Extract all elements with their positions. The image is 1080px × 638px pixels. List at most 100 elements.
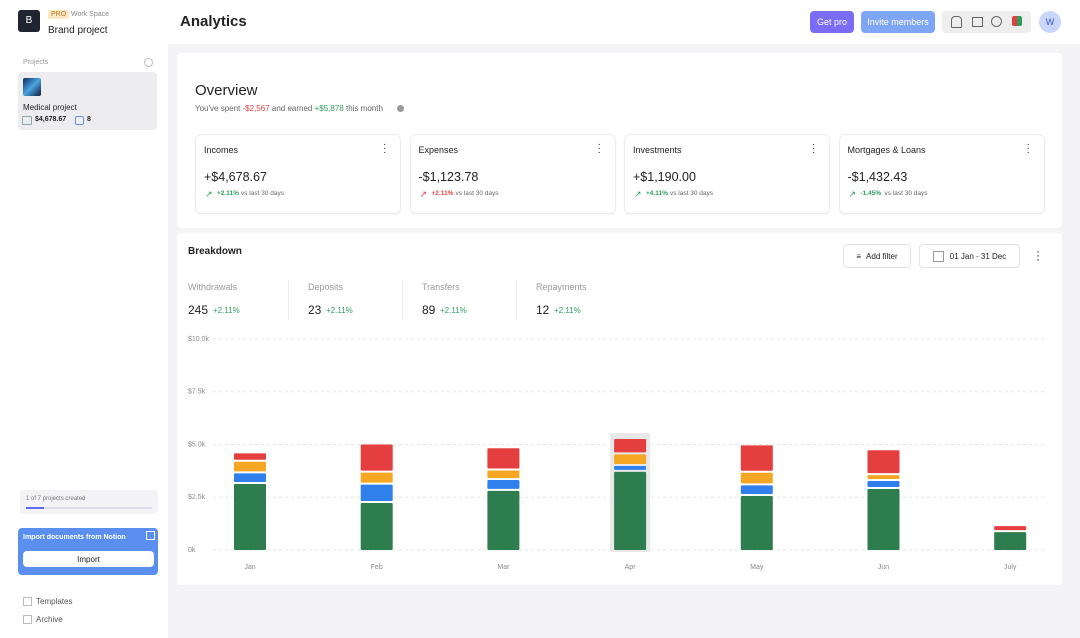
y-tick-label: $2.5k [188, 494, 206, 501]
stat-label: Withdrawals [188, 282, 238, 292]
bell-icon[interactable] [951, 16, 962, 28]
card-name: Expenses [418, 145, 459, 155]
x-tick-label: May [750, 564, 764, 571]
x-tick-label: Jun [878, 564, 889, 571]
progress-text: 1 of 7 projects created [26, 496, 86, 502]
y-tick-label: $7.5k [188, 389, 206, 396]
stat-card [624, 134, 830, 214]
stat-change: +2.11% [554, 306, 581, 315]
bar-segment [994, 526, 1027, 531]
bar-segment [487, 479, 520, 489]
bar-segment [740, 485, 773, 494]
apps-icon[interactable] [1012, 16, 1022, 26]
help-icon[interactable] [991, 16, 1002, 27]
project-card-amount: $4,678.67 [35, 116, 67, 123]
page-title: Analytics [180, 13, 247, 30]
progress-box [20, 490, 158, 514]
stat-value: 12 [536, 303, 550, 317]
x-tick-label: Apr [625, 564, 637, 571]
progress-fill [26, 507, 44, 509]
logo[interactable]: B [18, 10, 40, 32]
stat-change: +2.11% [213, 306, 240, 315]
card-change: +4.11% [646, 190, 668, 197]
stat-value: 89 [422, 303, 436, 317]
divider [402, 280, 403, 320]
bar-segment [360, 484, 393, 501]
y-tick-label: $10.0k [188, 336, 210, 343]
folder-icon[interactable] [972, 17, 983, 27]
info-icon[interactable] [397, 105, 404, 112]
date-range: 01 Jan - 31 Dec [949, 251, 1007, 261]
divider [516, 280, 517, 320]
bar-segment [234, 483, 266, 550]
more-icon[interactable]: · · · [1036, 244, 1040, 266]
trend-icon: ↗ [848, 189, 857, 199]
add-icon[interactable] [144, 58, 153, 67]
bar-segment [234, 461, 266, 472]
trend-icon: ↗ [419, 189, 428, 199]
bar-segment [487, 448, 520, 469]
stat-value: 245 [188, 303, 209, 317]
stat-label: Repayments [536, 282, 587, 292]
stat-card [838, 134, 1045, 214]
more-icon[interactable]: · · · [1026, 139, 1030, 158]
bar-segment [867, 489, 900, 550]
card-change: +2.11% [217, 190, 239, 197]
stat-label: Transfers [422, 282, 460, 292]
progress-track [26, 507, 152, 509]
amount-icon [22, 116, 32, 125]
badge: PRO [48, 10, 70, 19]
date-button[interactable]: 01 Jan - 31 Dec [919, 244, 1020, 268]
x-tick-label: Jan [244, 564, 255, 571]
project-card[interactable] [18, 72, 157, 130]
invite-button[interactable]: Invite members [861, 11, 935, 33]
avatar[interactable]: W [1039, 11, 1061, 33]
card-note: vs last 30 days [455, 190, 499, 197]
earned: +$5,878 [314, 104, 344, 113]
text: You've spent [195, 104, 241, 113]
bar-segment [360, 444, 393, 471]
text: and earned [271, 104, 313, 113]
close-icon[interactable] [146, 531, 155, 540]
card-name: Mortgages & Loans [847, 145, 926, 155]
bar-segment [487, 470, 520, 478]
stat-card [195, 134, 401, 214]
bar-segment [614, 439, 647, 453]
nav-link[interactable]: Archive [36, 615, 63, 624]
more-icon[interactable]: · · · [383, 139, 387, 158]
project-thumb [23, 78, 41, 96]
more-icon[interactable]: · · · [812, 139, 816, 158]
get-pro-button[interactable]: Get pro [810, 11, 854, 33]
bar-segment [994, 532, 1027, 550]
x-tick-label: Mar [497, 564, 510, 571]
bar-segment [867, 481, 900, 488]
project-name[interactable]: Brand project [48, 25, 108, 36]
bar-segment [487, 490, 520, 550]
trend-icon: ↗ [205, 189, 213, 199]
text: this month [345, 104, 383, 113]
toolbar [942, 11, 1031, 33]
bar-segment [234, 473, 266, 482]
breakdown-title: Breakdown [188, 246, 242, 257]
more-icon[interactable]: · · · [597, 139, 601, 158]
filter-label: Add filter [866, 251, 898, 261]
templates-icon [23, 597, 32, 606]
y-tick-label: $5.0k [188, 441, 206, 448]
nav-link[interactable]: Templates [36, 597, 73, 606]
card-note: vs last 30 days [241, 190, 284, 197]
y-tick-label: 0k [188, 547, 196, 554]
filter-button[interactable]: ≡ Add filter [843, 244, 911, 268]
bar-segment [360, 472, 393, 483]
stat-change: +2.11% [326, 306, 353, 315]
card-change: -1.45% [860, 190, 882, 197]
card-note: vs last 30 days [884, 190, 928, 197]
stat-card [409, 134, 616, 214]
import-button[interactable]: Import [23, 551, 154, 567]
card-name: Investments [633, 145, 682, 155]
archive-icon [23, 615, 32, 624]
notion-title: Import documents from Notion [23, 534, 126, 541]
card-value: +$4,678.67 [204, 170, 267, 184]
card-value: -$1,432.43 [847, 170, 908, 184]
bar-segment [740, 445, 773, 471]
